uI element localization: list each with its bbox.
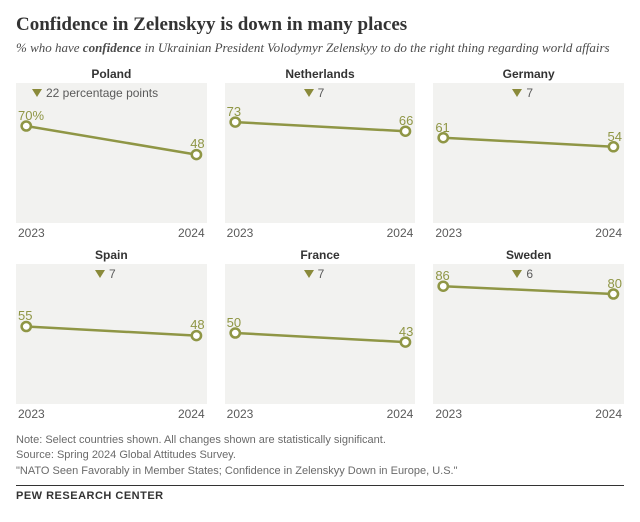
down-triangle-icon (304, 270, 314, 278)
value-end: 48 (190, 317, 204, 332)
x-tick-end: 2024 (178, 407, 205, 421)
panel-title: Sweden (433, 248, 624, 262)
note-line: Note: Select countries shown. All change… (16, 433, 624, 448)
panel-sweden: Sweden 6 86 80 2023 2024 (433, 248, 624, 421)
x-tick-start: 2023 (18, 407, 45, 421)
panel-germany: Germany 7 61 54 2023 2024 (433, 67, 624, 240)
x-axis: 2023 2024 (433, 226, 624, 240)
chart-page: Confidence in Zelenskyy is down in many … (0, 0, 640, 522)
x-axis: 2023 2024 (433, 407, 624, 421)
panel-netherlands: Netherlands 7 73 66 2023 2024 (225, 67, 416, 240)
panel-title: Netherlands (225, 67, 416, 81)
panel-title: Poland (16, 67, 207, 81)
brand-label: PEW RESEARCH CENTER (16, 490, 624, 502)
x-tick-start: 2023 (227, 407, 254, 421)
value-start: 70% (18, 108, 44, 123)
page-subtitle: % who have confidence in Ukrainian Presi… (16, 40, 624, 57)
page-title: Confidence in Zelenskyy is down in many … (16, 14, 624, 36)
drop-label: 7 (109, 267, 116, 281)
x-axis: 2023 2024 (225, 407, 416, 421)
trend-line (16, 264, 207, 404)
subtitle-post: in Ukrainian President Volodymyr Zelensk… (141, 40, 609, 55)
value-end: 54 (608, 129, 622, 144)
panel-poland: Poland 22 percentage points70% 48 2023 2024 (16, 67, 207, 240)
x-tick-start: 2023 (18, 226, 45, 240)
plot-area: 7 50 43 (225, 264, 416, 404)
down-triangle-icon (512, 270, 522, 278)
plot-area: 7 55 48 (16, 264, 207, 404)
x-axis: 2023 2024 (16, 407, 207, 421)
value-start: 50 (227, 315, 241, 330)
drop-label: 7 (318, 86, 325, 100)
down-triangle-icon (304, 89, 314, 97)
down-triangle-icon (512, 89, 522, 97)
x-tick-start: 2023 (227, 226, 254, 240)
drop-label: 7 (526, 86, 533, 100)
x-tick-end: 2024 (387, 407, 414, 421)
value-start: 73 (227, 104, 241, 119)
panel-title: Spain (16, 248, 207, 262)
x-tick-end: 2024 (595, 226, 622, 240)
drop-label: 6 (526, 267, 533, 281)
trend-line (433, 264, 624, 404)
small-multiples-grid: Poland22 percentage points70%4820232024N… (16, 67, 624, 421)
panel-title: France (225, 248, 416, 262)
value-start: 55 (18, 308, 32, 323)
footnotes: Note: Select countries shown. All change… (16, 433, 624, 479)
plot-area: 6 86 80 (433, 264, 624, 404)
ref-line: "NATO Seen Favorably in Member States; C… (16, 464, 624, 479)
x-tick-end: 2024 (387, 226, 414, 240)
footer: PEW RESEARCH CENTER (16, 485, 624, 502)
subtitle-pre: % who have (16, 40, 83, 55)
trend-line (16, 83, 207, 223)
source-line: Source: Spring 2024 Global Attitudes Sur… (16, 448, 624, 463)
drop-label: 22 percentage points (46, 86, 158, 100)
down-triangle-icon (32, 89, 42, 97)
value-start: 86 (435, 268, 449, 283)
drop-label: 7 (318, 267, 325, 281)
x-tick-start: 2023 (435, 226, 462, 240)
panel-france: France 7 50 43 2023 2024 (225, 248, 416, 421)
plot-area: 22 percentage points70% 48 (16, 83, 207, 223)
down-triangle-icon (95, 270, 105, 278)
subtitle-keyword: confidence (83, 40, 141, 55)
plot-area: 7 61 54 (433, 83, 624, 223)
trend-line (433, 83, 624, 223)
trend-line (225, 83, 416, 223)
plot-area: 7 73 66 (225, 83, 416, 223)
x-tick-start: 2023 (435, 407, 462, 421)
x-axis: 2023 2024 (16, 226, 207, 240)
value-end: 43 (399, 324, 413, 339)
x-axis: 2023 2024 (225, 226, 416, 240)
panel-title: Germany (433, 67, 624, 81)
x-tick-end: 2024 (178, 226, 205, 240)
value-end: 66 (399, 113, 413, 128)
trend-line (225, 264, 416, 404)
value-end: 80 (608, 276, 622, 291)
value-end: 48 (190, 136, 204, 151)
panel-spain: Spain 7 55 48 2023 2024 (16, 248, 207, 421)
value-start: 61 (435, 120, 449, 135)
x-tick-end: 2024 (595, 407, 622, 421)
